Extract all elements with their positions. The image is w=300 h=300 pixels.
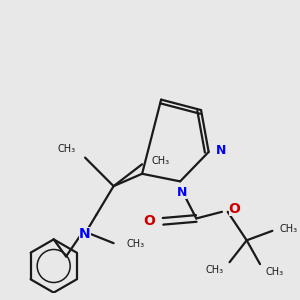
Text: CH₃: CH₃ xyxy=(127,239,145,249)
Text: CH₃: CH₃ xyxy=(206,265,224,275)
Text: N: N xyxy=(177,186,187,199)
Text: CH₃: CH₃ xyxy=(152,156,170,167)
Text: N: N xyxy=(216,143,226,157)
Text: CH₃: CH₃ xyxy=(266,267,284,277)
Text: N: N xyxy=(79,227,91,241)
Text: O: O xyxy=(229,202,241,216)
Text: CH₃: CH₃ xyxy=(280,224,298,234)
Text: CH₃: CH₃ xyxy=(57,144,76,154)
Text: O: O xyxy=(143,214,155,228)
